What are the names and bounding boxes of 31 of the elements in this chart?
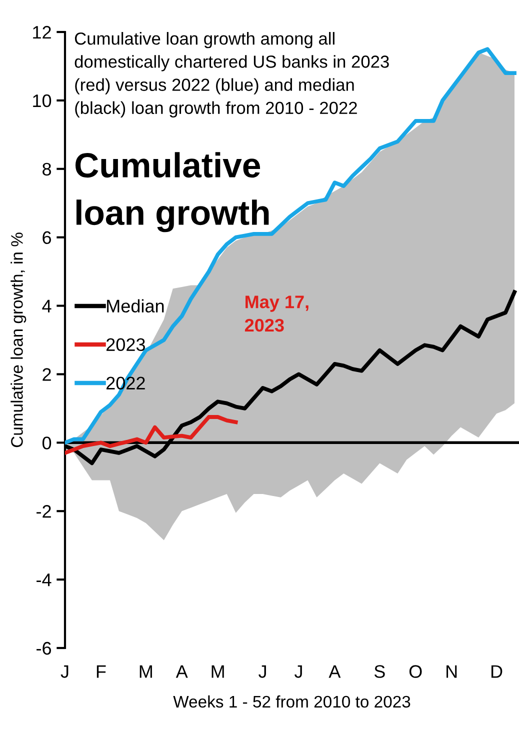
annotation: May 17, 2023 [244, 296, 308, 332]
y-tick-label: -2 [36, 505, 51, 518]
x-tick-label: F [96, 665, 106, 678]
y-tick-label: 4 [42, 300, 52, 312]
x-tick-label: M [212, 665, 224, 678]
x-tick-label: S [374, 665, 385, 678]
x-tick-label: J [258, 665, 266, 678]
line-series [65, 47, 516, 445]
x-tick-label: A [176, 665, 188, 678]
x-axis-title: Weeks 1 - 52 from 2010 to 2023 [173, 695, 410, 708]
y-tick-label: 0 [42, 436, 52, 450]
y-tick-label: 8 [42, 162, 52, 176]
y-tick-label: 10 [33, 94, 52, 108]
line-series [65, 415, 238, 455]
y-tick-label: -6 [36, 642, 52, 655]
x-tick-label: D [491, 665, 502, 678]
x-tick-label: O [409, 665, 422, 678]
y-tick-label: -4 [36, 574, 52, 586]
y-axis-title: Cumulative loan growth, in % [10, 232, 26, 448]
x-tick-label: A [328, 665, 341, 678]
text: Cumulative loan growth [76, 152, 269, 232]
x-tick-label: J [294, 665, 302, 678]
x-tick-label: J [60, 665, 68, 678]
text: Cumulative loan growth among all domestically chartered US banks in 2023 (red) versus 2022 (blue) and median (black) loan growth from 2010 - 2022 [74, 32, 389, 118]
legend-label: 2023 [106, 338, 145, 352]
y-tick-label: 12 [33, 26, 51, 39]
x-tick-label: M [140, 665, 152, 678]
y-tick-label: 2 [42, 368, 51, 381]
y-tick-label: 6 [42, 231, 52, 244]
x-tick-label: N [446, 665, 457, 678]
legend-label: Median [107, 299, 164, 313]
